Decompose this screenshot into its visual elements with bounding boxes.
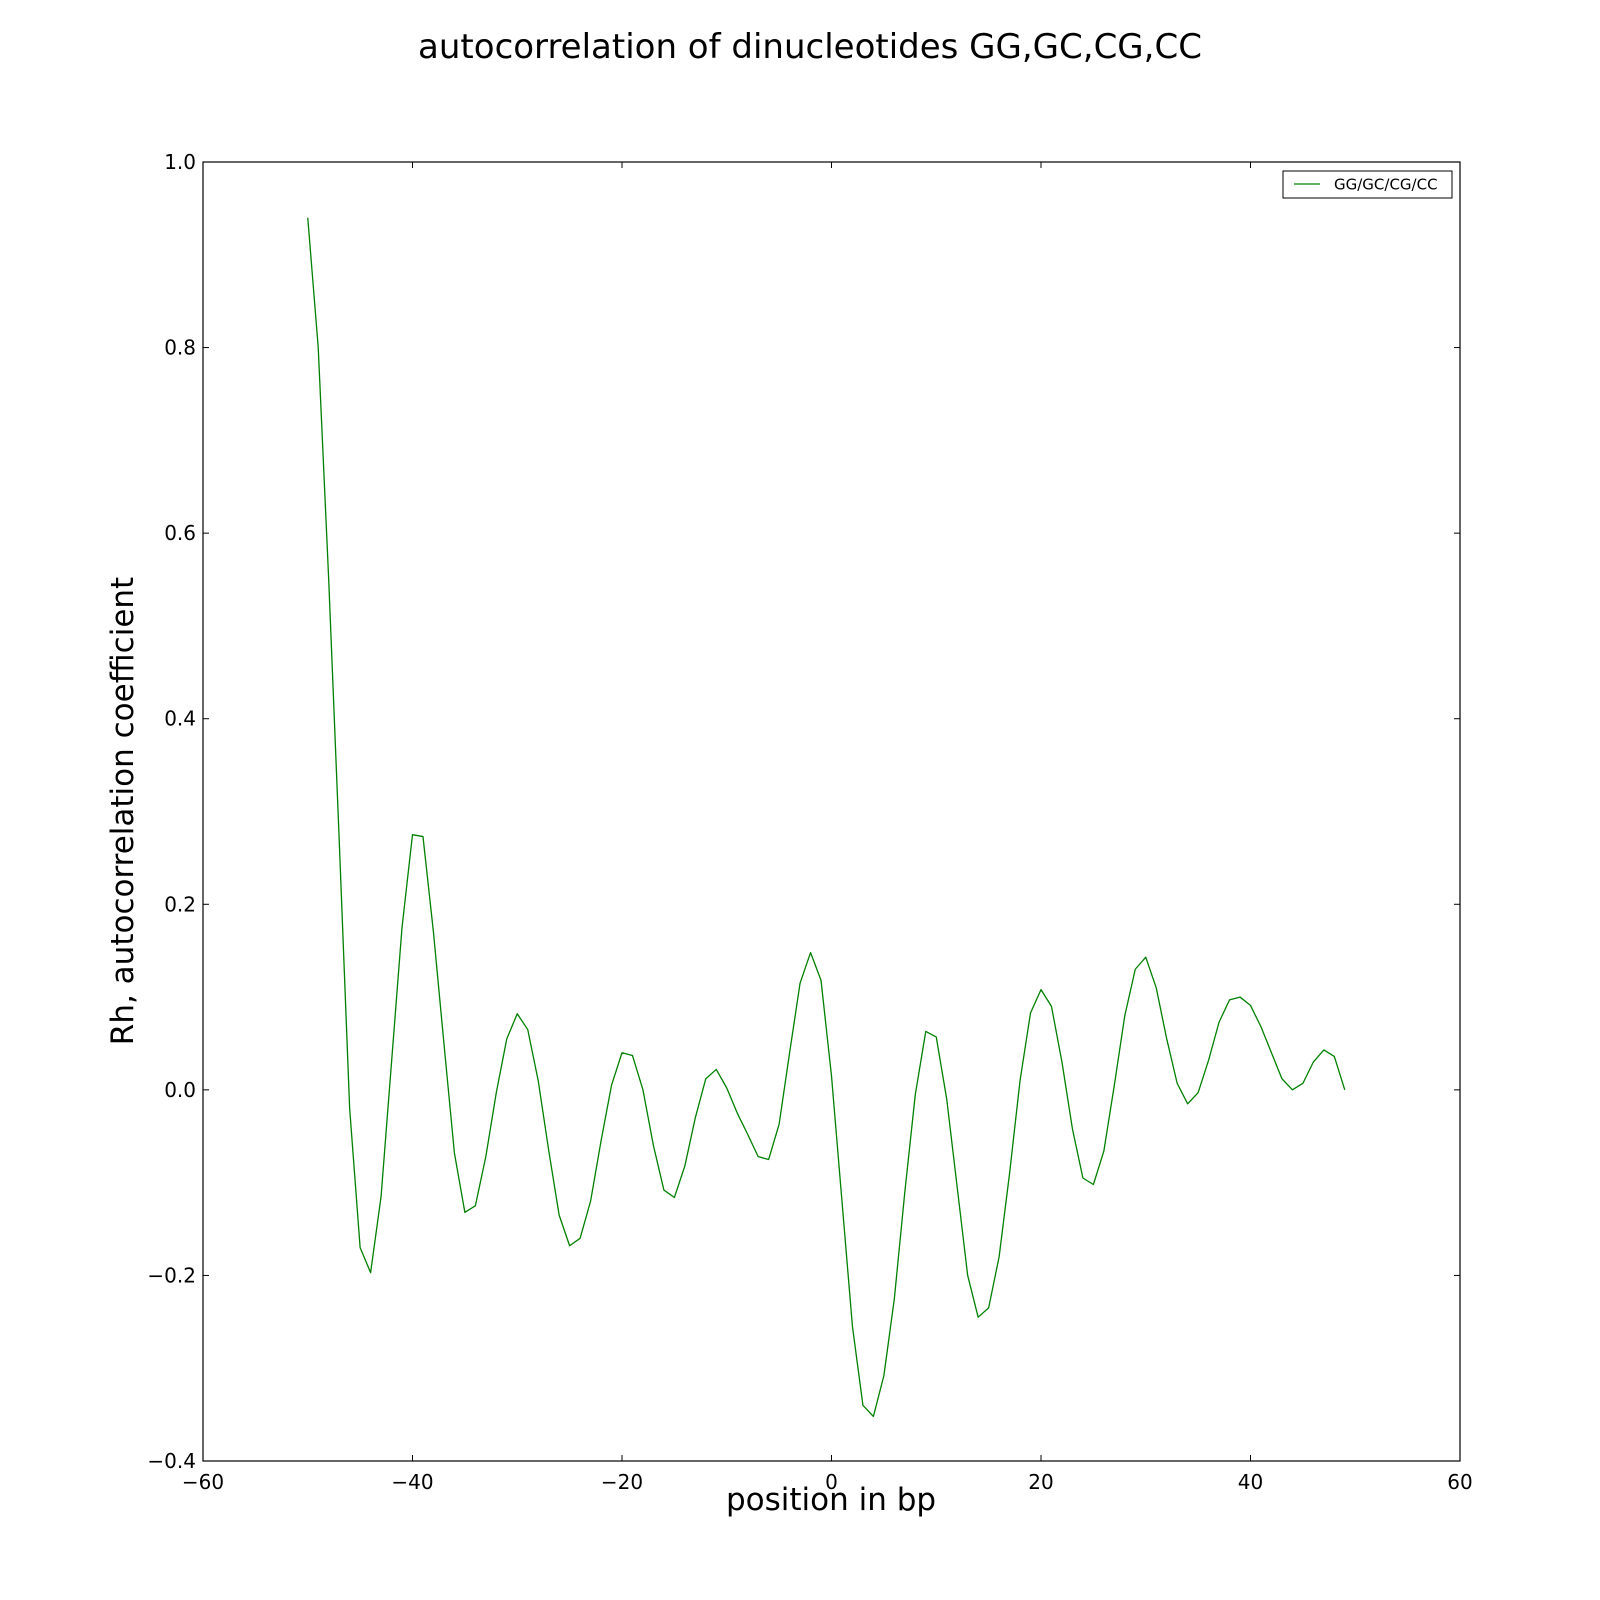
x-tick-label: 60 <box>1447 1470 1472 1494</box>
x-tick-label: 20 <box>1028 1470 1053 1494</box>
series-line <box>307 217 1346 1418</box>
legend: GG/GC/CG/CC <box>1282 170 1453 199</box>
y-tick-label: 0.4 <box>164 707 196 731</box>
plot-area: −60 −40 −20 0 20 40 60 −0.4 −0.2 0.0 0.2 0.4 0.6 0.8 1… <box>147 150 1472 1494</box>
x-tick-label: 40 <box>1238 1470 1263 1494</box>
plot-frame <box>202 161 1461 1462</box>
y-tick-label: 0.0 <box>164 1078 196 1102</box>
y-tick-label: 0.2 <box>164 892 196 916</box>
y-tick-label: −0.4 <box>147 1449 196 1473</box>
x-tick-label: −60 <box>182 1470 224 1494</box>
y-tick-label: 1.0 <box>164 150 196 174</box>
y-tick-label: −0.2 <box>147 1263 196 1287</box>
x-axis-label: position in bp <box>726 1482 936 1518</box>
x-tick-label: 0 <box>825 1470 838 1494</box>
x-tick-label: −40 <box>391 1470 433 1494</box>
y-tick-label: 0.6 <box>164 521 196 545</box>
series-group <box>307 217 1346 1418</box>
chart-title: autocorrelation of dinucleotides GG,GC,C… <box>418 27 1202 67</box>
legend-entry-label: GG/GC/CG/CC <box>1334 176 1438 194</box>
axis-ticks <box>202 161 1461 1462</box>
tick-labels: −60 −40 −20 0 20 40 60 −0.4 −0.2 0.0 0.2 0.4 0.6 0.8 1… <box>147 150 1472 1494</box>
y-tick-label: 0.8 <box>164 336 196 360</box>
y-axis-label: Rh, autocorrelation coefficient <box>105 577 141 1045</box>
x-tick-label: −20 <box>601 1470 643 1494</box>
